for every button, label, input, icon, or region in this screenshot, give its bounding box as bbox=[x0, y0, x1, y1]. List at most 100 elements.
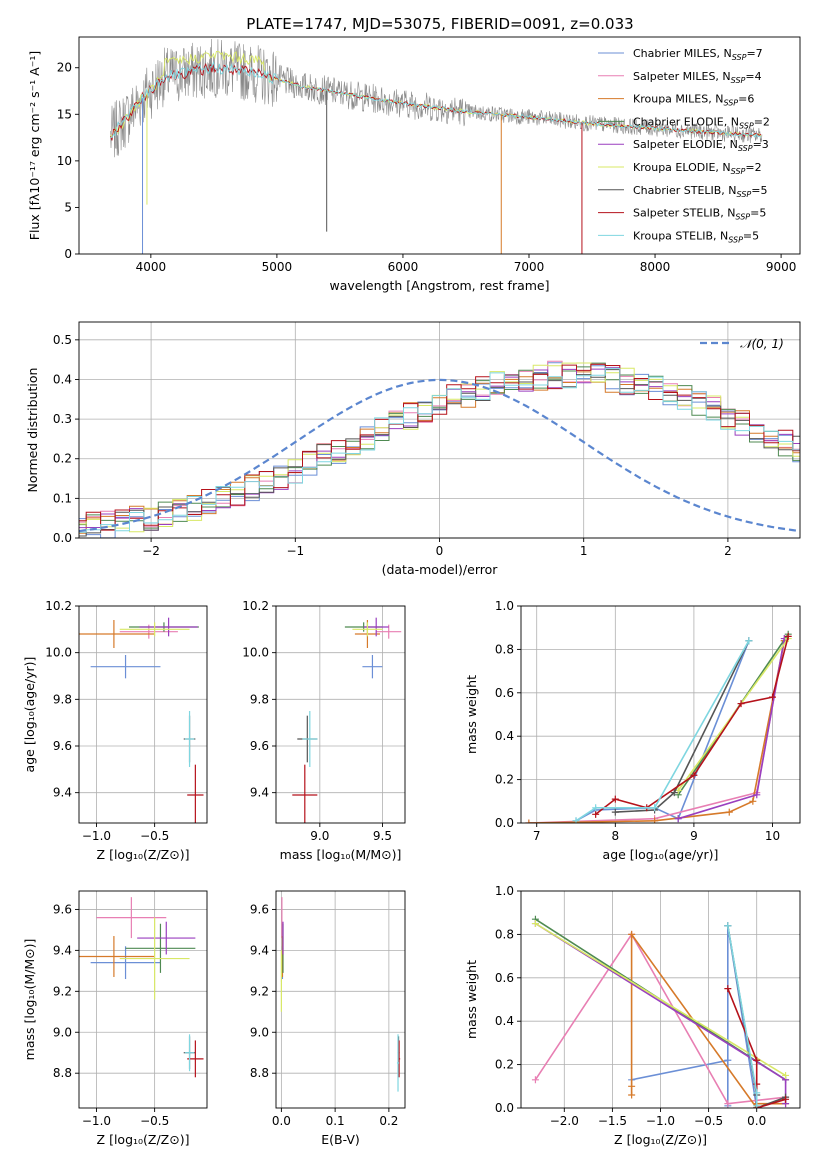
y-tick-label: 9.4 bbox=[250, 786, 269, 800]
x-tick-label: −2.0 bbox=[550, 1114, 579, 1128]
legend-label-chabrier_elodie: Chabrier ELODIE, NSSP=2 bbox=[633, 115, 770, 130]
y-tick-label: 0.2 bbox=[495, 773, 514, 787]
histogram-kroupa_elodie bbox=[79, 362, 800, 533]
marker-kroupa_miles bbox=[725, 808, 733, 816]
y-tick-label: 9.0 bbox=[250, 1025, 269, 1039]
legend-label-salpeter_elodie: Salpeter ELODIE, NSSP=3 bbox=[633, 138, 769, 153]
marker-salpeter_stelib bbox=[737, 700, 745, 708]
marker-salpeter_elodie bbox=[674, 815, 682, 823]
y-tick-label: 0 bbox=[64, 247, 72, 261]
x-tick-label: −0.5 bbox=[140, 829, 169, 843]
x-tick-label: 1 bbox=[580, 544, 588, 558]
y-tick-label: 0.6 bbox=[495, 971, 514, 985]
y-tick-label: 0.4 bbox=[495, 1014, 514, 1028]
plot-area bbox=[79, 897, 204, 1078]
x-tick-label: 10 bbox=[765, 829, 780, 843]
weight-vs-metallicity-panel: −2.0 −1.5 −1.0 −0.5 0.0 0.0 0.2 0.4 0.6 0.8 1.0 Z [… bbox=[464, 884, 801, 1147]
weight-line-chabrier_stelib bbox=[615, 640, 750, 813]
marker-salpeter_miles bbox=[724, 1100, 732, 1108]
y-tick-label: 0.6 bbox=[495, 686, 514, 700]
histogram-salpeter_miles bbox=[79, 360, 800, 528]
y-tick-label: 10 bbox=[57, 154, 72, 168]
marker-kroupa_stelib bbox=[745, 637, 753, 645]
weight-line-kroupa_elodie bbox=[534, 922, 787, 1077]
x-tick-label: −0.5 bbox=[140, 1114, 169, 1128]
legend-subscript: SSP bbox=[731, 76, 746, 85]
marker-chabrier_miles bbox=[724, 1056, 732, 1064]
y-tick-label: 9.2 bbox=[250, 984, 269, 998]
legend-label-salpeter_stelib: Salpeter STELIB, NSSP=5 bbox=[633, 207, 766, 222]
x-axis-label: E(B-V) bbox=[321, 1132, 360, 1147]
y-tick-label: 15 bbox=[57, 107, 72, 121]
legend-subscript: SSP bbox=[737, 190, 752, 199]
marker-salpeter_stelib bbox=[782, 1095, 790, 1103]
y-axis-label: Normed distribution bbox=[25, 368, 40, 493]
histogram-chabrier_miles bbox=[79, 362, 800, 538]
y-tick-label: 0.2 bbox=[53, 452, 72, 466]
y-axis-label: Flux [fλ10⁻¹⁷ erg cm⁻² s⁻¹ A⁻¹] bbox=[27, 51, 42, 240]
y-tick-label: 9.6 bbox=[250, 739, 269, 753]
y-tick-label: 9.4 bbox=[250, 943, 269, 957]
y-tick-label: 20 bbox=[57, 61, 72, 75]
y-tick-label: 0.8 bbox=[495, 927, 514, 941]
y-tick-label: 0.0 bbox=[495, 1101, 514, 1115]
plot-area bbox=[79, 617, 204, 823]
x-tick-label: 0.2 bbox=[379, 1114, 398, 1128]
marker-chabrier_stelib bbox=[611, 808, 619, 816]
axes-frame bbox=[275, 890, 406, 1109]
legend-text: Chabrier STELIB, N bbox=[633, 184, 737, 197]
x-tick-label: 0.1 bbox=[326, 1114, 345, 1128]
x-axis-label: age [log₁₀(age/yr)] bbox=[603, 847, 719, 862]
age-vs-mass-panel: 9.0 9.5 9.4 9.6 9.8 10.0 10.2 mass [log₁₀(M/M⊙)… bbox=[242, 599, 406, 862]
marker-kroupa_stelib bbox=[724, 922, 732, 930]
figure-title: PLATE=1747, MJD=53075, FIBERID=0091, z=0… bbox=[246, 15, 633, 33]
axes-frame bbox=[78, 890, 208, 1109]
x-tick-label: 0.0 bbox=[747, 1114, 766, 1128]
legend-eq: =5 bbox=[743, 229, 759, 242]
y-tick-label: 0.5 bbox=[53, 333, 72, 347]
legend-label-kroupa_elodie: Kroupa ELODIE, NSSP=2 bbox=[633, 161, 762, 176]
x-tick-label: 9.0 bbox=[310, 829, 329, 843]
plot-area bbox=[280, 897, 401, 1092]
marker-salpeter_stelib bbox=[768, 693, 776, 701]
y-axis-label: mass [log₁₀(M/M⊙)] bbox=[22, 939, 37, 1061]
y-tick-label: 0.4 bbox=[53, 372, 72, 386]
marker-kroupa_stelib bbox=[651, 804, 659, 812]
marker-salpeter_stelib bbox=[611, 795, 619, 803]
legend-eq: =2 bbox=[745, 161, 761, 174]
y-tick-label: 0.0 bbox=[495, 816, 514, 830]
marker-salpeter_elodie bbox=[753, 791, 761, 799]
mass-vs-ebv-panel: 0.0 0.1 0.2 8.8 9.0 9.2 9.4 9.6 E(B-V) bbox=[250, 890, 406, 1147]
marker-kroupa_miles bbox=[525, 819, 533, 823]
y-tick-label: 0.2 bbox=[495, 1058, 514, 1072]
histogram-kroupa_miles bbox=[79, 371, 800, 534]
plot-area bbox=[79, 360, 800, 538]
histogram-salpeter_stelib bbox=[79, 363, 800, 531]
marker-kroupa_elodie bbox=[782, 1071, 790, 1079]
legend-subscript: SSP bbox=[739, 121, 754, 130]
x-tick-label: 8000 bbox=[640, 260, 671, 274]
x-axis-label: wavelength [Angstrom, rest frame] bbox=[329, 278, 549, 293]
y-tick-label: 10.2 bbox=[242, 599, 269, 613]
legend-text: Kroupa MILES, N bbox=[633, 93, 723, 106]
gaussian-curve bbox=[79, 378, 800, 533]
weight-vs-age-panel: 7 8 9 10 0.0 0.2 0.4 0.6 0.8 1.0 age [log₁₀(age/yr… bbox=[464, 599, 801, 862]
y-tick-label: 0.0 bbox=[53, 531, 72, 545]
marker-kroupa_stelib bbox=[572, 817, 580, 823]
x-tick-label: 0 bbox=[436, 544, 444, 558]
y-tick-label: 1.0 bbox=[495, 884, 514, 898]
axes-frame bbox=[275, 605, 406, 824]
legend-label-chabrier_miles: Chabrier MILES, NSSP=7 bbox=[633, 47, 763, 62]
legend-subscript: SSP bbox=[723, 99, 738, 108]
marker-salpeter_stelib bbox=[724, 985, 732, 993]
marker-salpeter_stelib bbox=[592, 810, 600, 818]
x-axis-label: mass [log₁₀(M/M⊙)] bbox=[280, 847, 402, 862]
y-tick-label: 9.2 bbox=[53, 984, 72, 998]
y-tick-label: 1.0 bbox=[495, 599, 514, 613]
x-tick-label: −1.0 bbox=[82, 829, 111, 843]
histogram-salpeter_elodie bbox=[79, 367, 800, 531]
y-tick-label: 9.4 bbox=[53, 943, 72, 957]
y-tick-label: 9.4 bbox=[53, 786, 72, 800]
legend-text: Salpeter ELODIE, N bbox=[633, 138, 738, 151]
legend-text: Kroupa STELIB, N bbox=[633, 229, 728, 242]
